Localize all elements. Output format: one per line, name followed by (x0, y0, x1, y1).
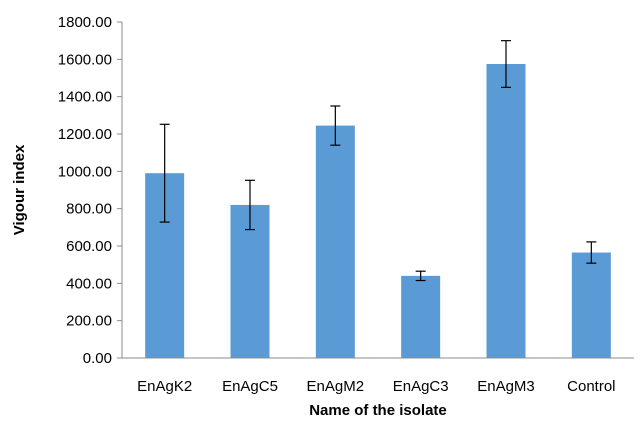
bar-enagc3 (401, 275, 441, 358)
bar-control (571, 252, 611, 358)
bar-enagm2 (315, 125, 355, 358)
x-tick-label: EnAgM3 (477, 378, 535, 395)
y-tick-label: 1400.00 (58, 89, 112, 106)
error-bar-enagk2 (159, 123, 170, 223)
x-tick-label: EnAgM2 (307, 378, 365, 395)
bar-enagc5 (230, 204, 270, 358)
error-bar-control (586, 241, 597, 264)
x-axis-tick-labels: EnAgK2 EnAgC5 EnAgM2 EnAgC3 EnAgM3 Control (137, 378, 615, 395)
bars (145, 64, 611, 358)
x-tick-label: EnAgK2 (137, 378, 192, 395)
y-tick-label: 800.00 (66, 201, 112, 218)
y-tick-label: 1200.00 (58, 126, 112, 143)
error-bars (159, 40, 597, 282)
x-tick-label: Control (567, 378, 615, 395)
y-tick-label: 200.00 (66, 313, 112, 330)
y-tick-label: 1800.00 (58, 14, 112, 31)
x-tick-label: EnAgC3 (393, 378, 449, 395)
y-tick-label: 1600.00 (58, 51, 112, 68)
y-tick-label: 600.00 (66, 238, 112, 255)
error-bar-enagm2 (330, 105, 341, 146)
bar-enagm3 (486, 64, 526, 358)
y-tick-label: 1000.00 (58, 163, 112, 180)
error-bar-enagc5 (245, 179, 255, 231)
error-bar-enagm3 (501, 40, 511, 88)
x-axis-title: Name of the isolate (309, 402, 447, 419)
x-tick-label: EnAgC5 (222, 378, 278, 395)
error-bar-enagc3 (415, 270, 426, 282)
y-axis-title: Vigour index (11, 144, 28, 235)
y-tick-label: 0.00 (83, 350, 112, 367)
y-tick-label: 400.00 (66, 275, 112, 292)
y-axis-ticks: 0.00 200.00 400.00 600.00 800.00 1000.00 1200.… (58, 14, 122, 367)
